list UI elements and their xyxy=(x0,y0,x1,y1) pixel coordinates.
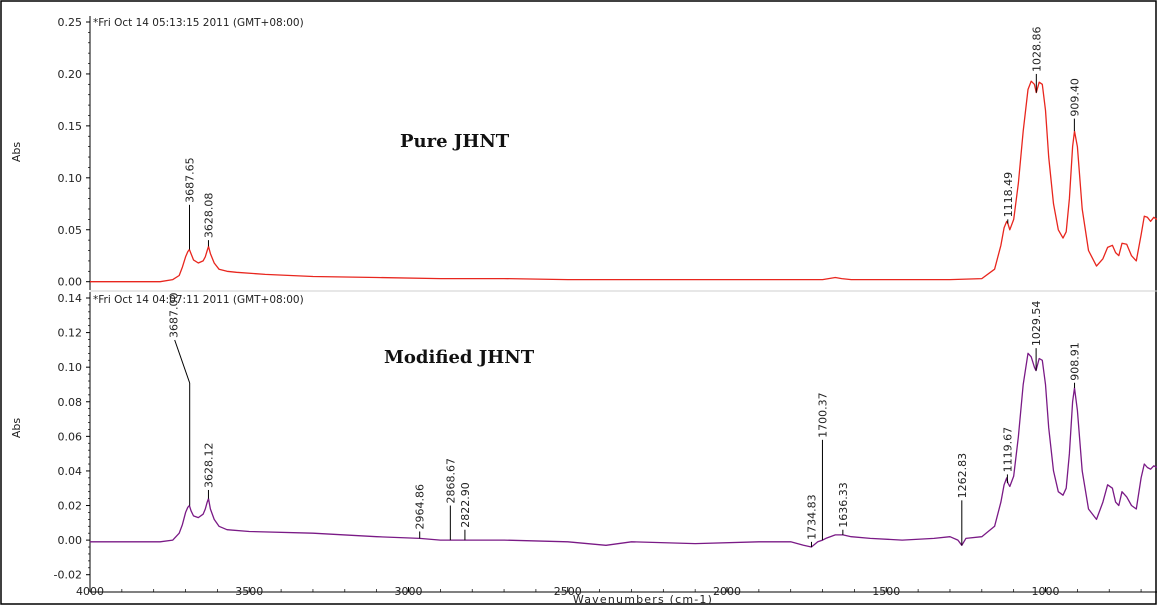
peak-annotation: 3628.12 xyxy=(202,442,215,499)
panel-bottom: -0.02 0.00 0.02 0.04 0.06 0.08 0.10 0.12 0.14 Abs… xyxy=(10,292,1157,592)
peak-label: 908.91 xyxy=(1069,342,1082,381)
panel-top: 0.00 0.05 0.10 0.15 0.20 0.25 Abs *Fri Oct 14 0… xyxy=(10,16,1157,292)
peak-annotation: 1262.83 xyxy=(956,453,969,546)
peak-annotation: 3628.08 xyxy=(202,193,215,247)
y-tick-label: 0.04 xyxy=(58,465,83,478)
peak-annotation: 3687.65 xyxy=(183,157,196,250)
peak-label: 3628.12 xyxy=(202,442,215,487)
spectrum-line xyxy=(90,80,1157,283)
panel-title: Modified JHNT xyxy=(384,347,535,368)
peak-label: 909.40 xyxy=(1068,78,1081,117)
y-tick-label: 0.25 xyxy=(58,16,83,29)
x-tick-label: 2500 xyxy=(554,585,582,598)
y-tick-label: 0.00 xyxy=(58,534,83,547)
peak-label: 1118.49 xyxy=(1002,172,1015,218)
peak-leader xyxy=(174,339,191,384)
peak-label: 3687.00 xyxy=(168,293,181,339)
x-tick-label: 3500 xyxy=(235,585,263,598)
timestamp-label: *Fri Oct 14 05:13:15 2011 (GMT+08:00) xyxy=(93,17,304,29)
peak-annotation: 1734.83 xyxy=(805,494,818,548)
y-tick-label: 0.08 xyxy=(58,396,83,409)
peak-label: 3687.65 xyxy=(183,157,196,203)
y-tick-label: -0.02 xyxy=(54,569,82,582)
peak-label: 1262.83 xyxy=(956,453,969,499)
y-tick-label: 0.05 xyxy=(58,224,83,237)
y-tick-label: 0.00 xyxy=(58,276,83,289)
y-tick-label: 0.10 xyxy=(58,172,83,185)
peak-annotation: 1029.54 xyxy=(1030,301,1043,371)
y-tick-label: 0.10 xyxy=(58,361,83,374)
x-tick-label: 4000 xyxy=(76,585,104,598)
peak-annotation: 1119.67 xyxy=(1001,427,1014,484)
x-tick-label: 1500 xyxy=(872,585,900,598)
peak-label: 3628.08 xyxy=(202,193,215,239)
peak-label: 2964.86 xyxy=(414,484,427,530)
peak-label: 2868.67 xyxy=(444,458,457,504)
y-tick-label: 0.15 xyxy=(58,120,83,133)
y-axis-label: Abs xyxy=(10,142,23,163)
timestamp-label: *Fri Oct 14 04:07:11 2011 (GMT+08:00) xyxy=(93,294,304,306)
spectrum-line xyxy=(90,352,1157,548)
peak-annotation: 908.91 xyxy=(1069,342,1082,388)
peak-label: 1734.83 xyxy=(805,494,818,540)
peak-annotation: 909.40 xyxy=(1068,78,1081,132)
y-tick-label: 0.06 xyxy=(58,430,83,443)
peak-annotation: 3687.00 xyxy=(168,293,191,506)
x-tick-label: 2000 xyxy=(713,585,741,598)
y-axis-label: Abs xyxy=(10,418,23,439)
peak-label: 2822.90 xyxy=(459,482,472,528)
y-tick-label: 0.12 xyxy=(58,327,83,340)
peak-label: 1119.67 xyxy=(1001,427,1014,473)
peak-annotation: 2964.86 xyxy=(414,484,427,539)
peak-annotation: 2822.90 xyxy=(459,482,472,541)
y-tick-label: 0.14 xyxy=(58,292,83,305)
peak-label: 1028.86 xyxy=(1030,26,1043,72)
peak-label: 1700.37 xyxy=(816,392,829,438)
peak-label: 1636.33 xyxy=(837,482,850,528)
y-tick-label: 0.20 xyxy=(58,68,83,81)
peak-label: 1029.54 xyxy=(1030,301,1043,347)
peak-annotation: 2868.67 xyxy=(444,458,457,541)
peak-annotation: 1028.86 xyxy=(1030,26,1043,93)
panel-title: Pure JHNT xyxy=(400,131,510,152)
x-axis-label: Wavenumbers (cm-1) xyxy=(573,593,713,605)
y-tick-label: 0.02 xyxy=(58,500,83,513)
peak-annotation: 1700.37 xyxy=(816,392,829,541)
peak-annotation: 1118.49 xyxy=(1002,172,1015,224)
x-tick-label: 3000 xyxy=(395,585,423,598)
x-tick-label: 1000 xyxy=(1032,585,1060,598)
peak-annotation: 1636.33 xyxy=(837,482,850,535)
